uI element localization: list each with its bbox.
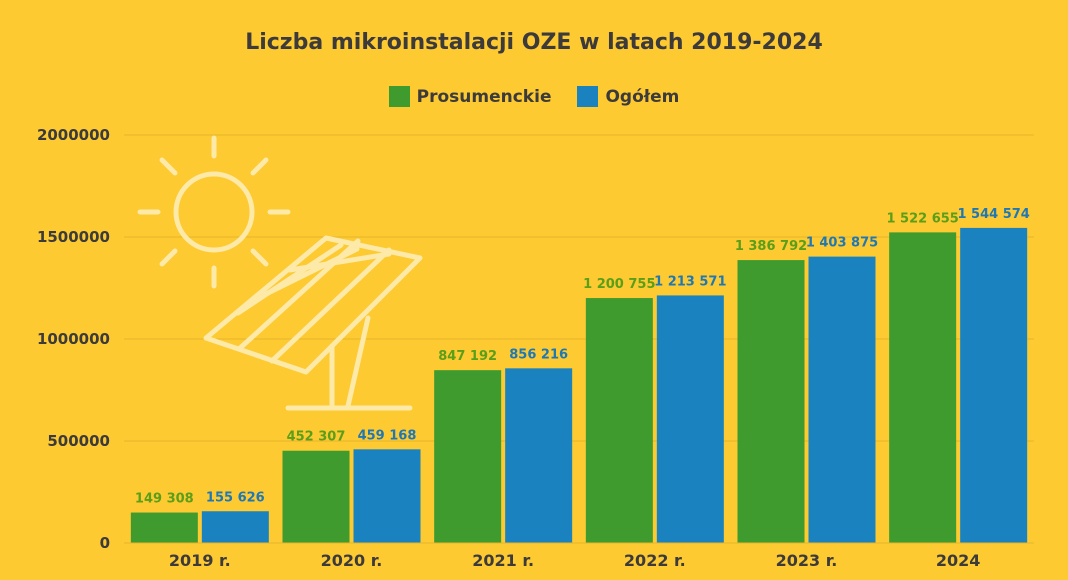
data-label-prosumenckie-5: 1 522 655 — [886, 211, 958, 226]
bar-ogolem-5 — [960, 227, 1028, 543]
x-tick-label: 2022 r. — [624, 551, 686, 570]
bars — [130, 227, 1028, 543]
x-tick-label: 2024 — [936, 551, 981, 570]
bar-prosumenckie-0 — [130, 512, 198, 543]
data-label-prosumenckie-0: 149 308 — [135, 492, 194, 507]
y-tick-label: 500000 — [47, 432, 110, 450]
sun-icon — [137, 135, 291, 289]
bar-ogolem-2 — [505, 368, 573, 543]
data-labels: 149 308 155 626 452 307 459 168 847 192 856 2… — [135, 207, 1030, 507]
bar-prosumenckie-3 — [585, 298, 653, 543]
data-label-ogolem-2: 856 216 — [509, 347, 568, 362]
data-label-prosumenckie-2: 847 192 — [438, 349, 497, 364]
data-label-ogolem-1: 459 168 — [358, 428, 417, 443]
data-label-ogolem-5: 1 544 574 — [957, 207, 1029, 222]
bar-prosumenckie-4 — [737, 260, 805, 543]
data-label-ogolem-0: 155 626 — [206, 490, 265, 505]
bar-ogolem-4 — [808, 256, 876, 543]
data-label-prosumenckie-4: 1 386 792 — [735, 239, 807, 254]
legend-swatch-ogolem — [577, 86, 599, 107]
bar-ogolem-0 — [201, 511, 269, 543]
legend: Prosumenckie Ogółem — [0, 86, 1068, 107]
bar-ogolem-1 — [353, 449, 421, 543]
data-label-ogolem-3: 1 213 571 — [654, 274, 726, 289]
y-axis: 0 500000 1000000 1500000 2000000 — [37, 126, 110, 552]
y-tick-label: 1500000 — [37, 228, 110, 246]
x-tick-label: 2020 r. — [321, 551, 383, 570]
x-tick-label: 2019 r. — [169, 551, 231, 570]
y-tick-label: 0 — [100, 534, 110, 552]
legend-label-ogolem: Ogółem — [605, 86, 680, 107]
y-tick-label: 2000000 — [37, 126, 110, 144]
bar-ogolem-3 — [656, 295, 724, 543]
gridlines — [124, 134, 1034, 442]
y-tick-label: 1000000 — [37, 330, 110, 348]
legend-item-ogolem: Ogółem — [577, 86, 679, 107]
x-axis: 2019 r. 2020 r. 2021 r. 2022 r. 2023 r. 2024 — [124, 542, 1034, 570]
legend-swatch-prosumenckie — [388, 86, 410, 107]
bar-prosumenckie-5 — [889, 232, 957, 543]
x-tick-label: 2023 r. — [776, 551, 838, 570]
data-label-prosumenckie-3: 1 200 755 — [583, 277, 655, 292]
legend-label-prosumenckie: Prosumenckie — [416, 86, 552, 107]
data-label-ogolem-4: 1 403 875 — [806, 236, 878, 251]
chart-title: Liczba mikroinstalacji OZE w latach 2019… — [245, 30, 823, 55]
bar-prosumenckie-2 — [434, 370, 502, 543]
x-tick-label: 2021 r. — [472, 551, 534, 570]
data-label-prosumenckie-1: 452 307 — [287, 430, 346, 445]
solar-panel-icon — [203, 235, 423, 411]
legend-item-prosumenckie: Prosumenckie — [388, 86, 552, 107]
bar-prosumenckie-1 — [282, 450, 350, 543]
